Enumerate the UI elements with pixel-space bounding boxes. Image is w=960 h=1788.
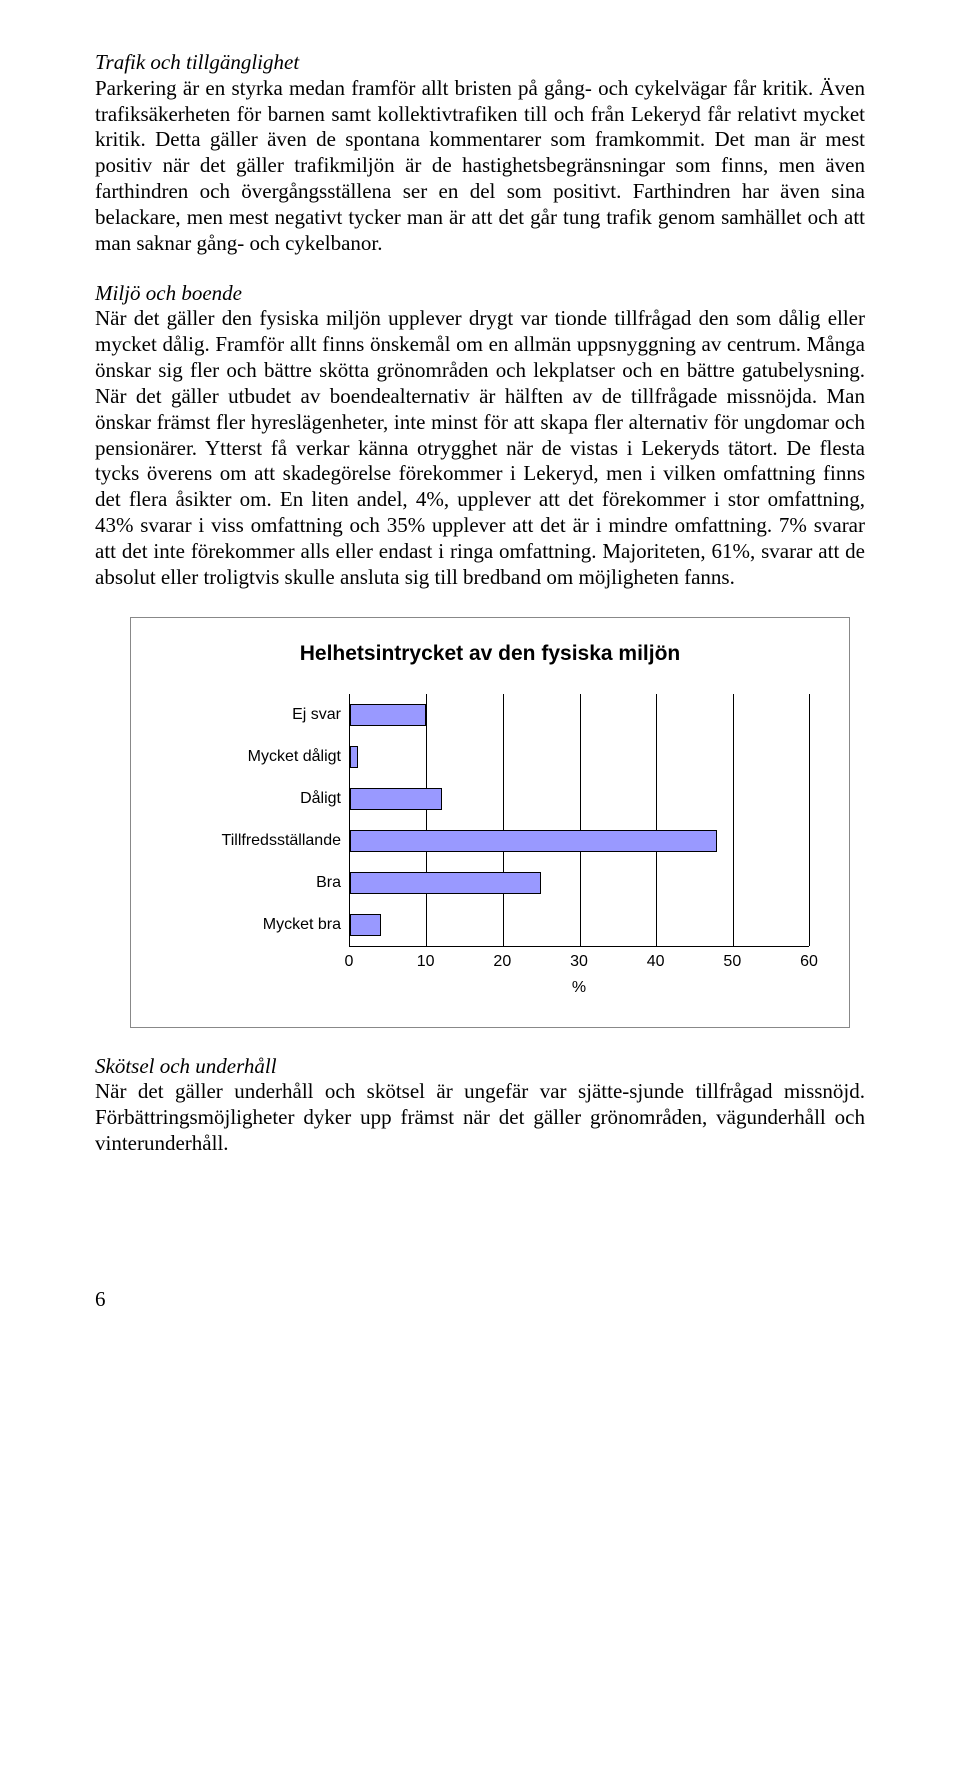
chart-x-tick: 10 <box>417 953 435 971</box>
chart-x-axis: 0102030405060 % <box>349 953 809 997</box>
page-number: 6 <box>95 1287 865 1312</box>
chart-row: Ej svarMycket dåligtDåligtTillfredsställ… <box>171 694 809 947</box>
chart-x-tick: 20 <box>493 953 511 971</box>
section-body-trafik: Parkering är en styrka medan framför all… <box>95 76 865 257</box>
chart-bar-slot <box>350 862 809 904</box>
chart-bar <box>350 704 426 726</box>
section-body-skotsel: När det gäller underhåll och skötsel är … <box>95 1079 865 1156</box>
chart-x-axis-label: % <box>349 979 809 997</box>
chart-bar <box>350 872 541 894</box>
chart-bar <box>350 830 717 852</box>
chart-x-tick: 30 <box>570 953 588 971</box>
chart-plot-area <box>349 694 809 947</box>
chart-x-ticks: 0102030405060 <box>349 953 809 973</box>
chart-bar-slot <box>350 904 809 946</box>
chart-bar-slot <box>350 778 809 820</box>
chart-plot-inner <box>350 694 809 946</box>
chart-y-labels: Ej svarMycket dåligtDåligtTillfredsställ… <box>171 694 349 946</box>
chart-x-tick: 50 <box>723 953 741 971</box>
chart-bar-slot <box>350 820 809 862</box>
chart-bar <box>350 788 442 810</box>
chart-x-tick: 0 <box>345 953 354 971</box>
chart-x-tick: 40 <box>647 953 665 971</box>
section-title-miljo: Miljö och boende <box>95 281 865 307</box>
chart-bar <box>350 746 358 768</box>
chart-container: Helhetsintrycket av den fysiska miljön E… <box>130 617 850 1028</box>
chart-y-label: Bra <box>171 862 341 904</box>
section-title-trafik: Trafik och tillgänglighet <box>95 50 865 76</box>
section-title-skotsel: Skötsel och underhåll <box>95 1054 865 1080</box>
chart-bar <box>350 914 381 936</box>
chart-gridline <box>809 694 810 946</box>
chart-y-label: Mycket dåligt <box>171 736 341 778</box>
chart-bar-slot <box>350 736 809 778</box>
chart-y-label: Mycket bra <box>171 904 341 946</box>
chart-x-tick: 60 <box>800 953 818 971</box>
chart-bar-slot <box>350 694 809 736</box>
section-body-miljo: När det gäller den fysiska miljön upplev… <box>95 306 865 590</box>
page: Trafik och tillgänglighet Parkering är e… <box>0 0 960 1372</box>
chart-title: Helhetsintrycket av den fysiska miljön <box>171 642 809 666</box>
chart-y-label: Ej svar <box>171 694 341 736</box>
chart-y-label: Tillfredsställande <box>171 820 341 862</box>
chart-y-label: Dåligt <box>171 778 341 820</box>
